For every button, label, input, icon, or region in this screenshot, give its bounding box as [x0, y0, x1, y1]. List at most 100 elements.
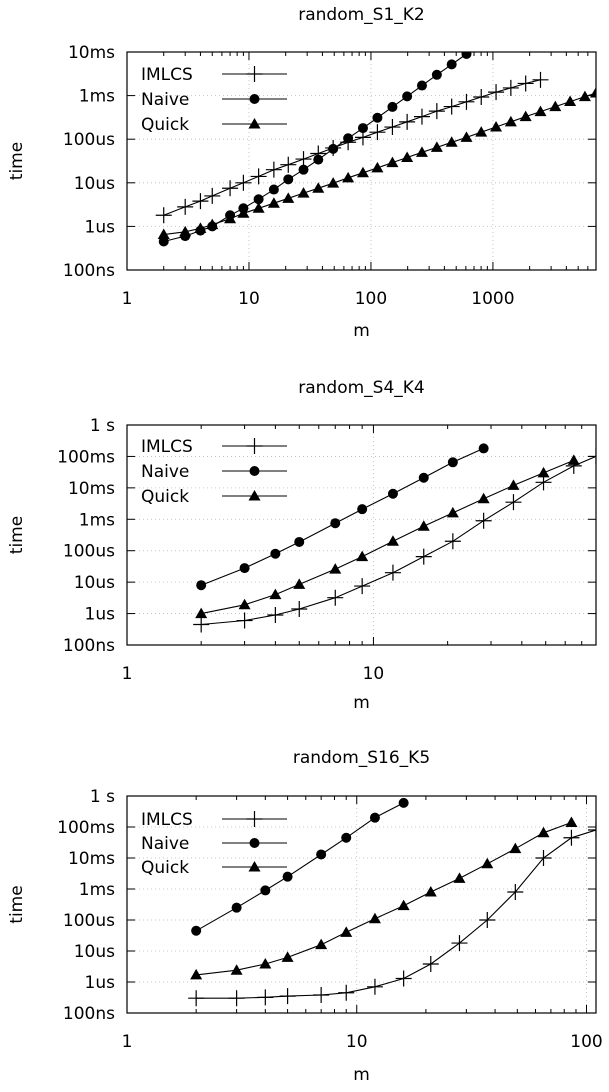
data-point [451, 935, 468, 952]
data-point [342, 171, 355, 183]
data-point [224, 212, 237, 224]
legend-marker [246, 811, 263, 827]
series-naive [196, 443, 489, 591]
data-point [445, 136, 458, 147]
data-point [268, 184, 279, 195]
data-point [315, 938, 328, 950]
data-point [565, 816, 578, 827]
y-axis-label: time [7, 142, 27, 180]
data-point [413, 108, 430, 125]
legend-label: Quick [141, 115, 189, 135]
plot-area [193, 443, 596, 633]
data-point [282, 192, 295, 203]
data-point [477, 492, 490, 504]
data-point [179, 225, 192, 237]
data-point [193, 616, 210, 633]
data-point [282, 871, 293, 882]
data-point [239, 563, 250, 574]
y-tick-label: 100ms [57, 447, 115, 467]
data-point [250, 168, 267, 185]
series-quick [157, 86, 596, 240]
data-point [535, 850, 552, 866]
data-point [206, 218, 219, 230]
legend-marker [248, 861, 261, 872]
data-point [415, 146, 428, 157]
chart-panel-1: 1 10 100 1000 100ns 1us 10us 100us 1ms 10ms random… [7, 5, 597, 341]
data-point [398, 797, 409, 808]
data-point [395, 970, 412, 987]
y-axis-label: time [7, 516, 27, 554]
data-point [475, 512, 492, 529]
data-point [341, 832, 352, 843]
data-point [267, 197, 280, 208]
plot-frame [126, 795, 597, 1014]
y-tick-label: 100ms [57, 818, 115, 838]
data-point [269, 588, 282, 600]
data-point [534, 105, 547, 117]
data-point [195, 607, 208, 619]
data-point [481, 857, 494, 869]
y-tick-label: 100us [63, 130, 115, 150]
x-tick-label: 10 [238, 289, 260, 309]
data-point [222, 180, 239, 197]
data-point [340, 926, 353, 937]
data-point [475, 126, 488, 137]
chart-title: random_S16_K5 [293, 748, 430, 768]
plot-area [188, 797, 596, 1007]
data-point [188, 990, 205, 1007]
series-line [163, 79, 541, 216]
data-point [260, 885, 271, 896]
series-line [200, 447, 484, 586]
data-point [386, 535, 399, 546]
data-point [578, 90, 591, 102]
y-tick-label: 10us [74, 573, 115, 593]
y-tick-label: 1us [85, 217, 116, 237]
series-line [195, 802, 404, 932]
data-point [343, 133, 354, 144]
data-point [204, 187, 221, 204]
data-point [460, 131, 473, 142]
legend: IMLCS Naive Quick [141, 810, 287, 878]
y-tick-label: 1 s [90, 416, 115, 436]
data-point [387, 488, 398, 499]
y-tick-label: 100ns [63, 636, 115, 656]
y-axis-label: time [7, 885, 27, 923]
data-point [228, 990, 245, 1007]
data-point [564, 95, 577, 107]
data-point [387, 101, 398, 112]
legend-marker [248, 490, 261, 501]
data-point [270, 548, 281, 559]
data-point [316, 849, 327, 860]
legend-label: IMLCS [141, 65, 193, 85]
data-point [230, 964, 243, 975]
data-point [196, 580, 207, 591]
x-tick-label: 100 [355, 289, 387, 309]
data-point [458, 93, 475, 110]
data-point [356, 550, 369, 562]
series-imlcs [155, 71, 549, 224]
legend-label: Quick [141, 487, 189, 507]
legend-label: Naive [141, 90, 189, 110]
data-point [519, 110, 532, 122]
data-point [430, 141, 443, 152]
x-tick-label: 10 [346, 1032, 368, 1052]
series-line [196, 829, 596, 999]
data-point [369, 124, 386, 141]
data-point [368, 912, 381, 924]
y-tick-label: 100ns [63, 261, 115, 281]
x-tick-label: 1 [122, 1032, 133, 1052]
data-point [297, 187, 310, 198]
data-point [354, 578, 371, 595]
y-tick-label: 10us [74, 174, 115, 194]
data-point [507, 884, 524, 901]
series-line [201, 459, 575, 615]
data-point [329, 563, 342, 574]
legend-label: Quick [141, 858, 189, 878]
data-point [330, 518, 341, 529]
data-point [567, 454, 580, 465]
data-point [267, 607, 284, 624]
data-point [549, 100, 562, 112]
data-point [371, 161, 384, 173]
chart-panel-2: 1 10 100ns 1us 10us 100us 1ms 10ms 100ms 1 s rando… [7, 378, 597, 713]
